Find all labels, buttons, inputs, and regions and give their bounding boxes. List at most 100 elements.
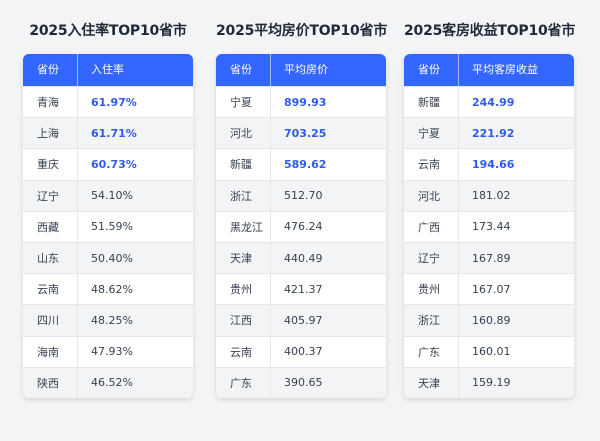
province-cell: 贵州 bbox=[216, 274, 271, 305]
table-row: 青海 61.97% bbox=[23, 86, 193, 118]
table-row: 重庆 60.73% bbox=[23, 148, 193, 180]
header-province: 省份 bbox=[216, 54, 271, 86]
header-revpar: 平均客房收益 bbox=[472, 63, 538, 76]
table-row: 广东 390.65 bbox=[216, 366, 386, 398]
province-cell: 江西 bbox=[216, 305, 271, 336]
province-cell: 广东 bbox=[216, 367, 271, 398]
table-row: 天津 440.49 bbox=[216, 241, 386, 274]
province-cell: 宁夏 bbox=[404, 118, 459, 149]
province-cell: 山东 bbox=[23, 242, 78, 274]
province-cell: 云南 bbox=[216, 336, 271, 367]
table-row: 浙江 160.89 bbox=[404, 304, 574, 336]
table-row: 广东 160.01 bbox=[404, 335, 574, 367]
table-row: 广西 173.44 bbox=[404, 210, 574, 242]
value-cell: 173.44 bbox=[472, 220, 511, 234]
province-cell: 云南 bbox=[23, 274, 78, 305]
table-row: 贵州 421.37 bbox=[216, 273, 386, 305]
value-cell: 60.73% bbox=[91, 157, 137, 171]
province-cell: 重庆 bbox=[23, 149, 78, 180]
value-cell: 51.59% bbox=[91, 220, 133, 234]
province-cell: 海南 bbox=[23, 336, 78, 367]
value-cell: 159.19 bbox=[472, 376, 511, 390]
occupancy-table: 省份 入住率 青海 61.97% 上海 61.71% 重庆 60.73% 辽宁 … bbox=[23, 54, 193, 398]
table-row: 河北 703.25 bbox=[216, 117, 386, 149]
value-cell: 46.52% bbox=[91, 376, 133, 390]
province-cell: 河北 bbox=[216, 118, 271, 149]
value-cell: 54.10% bbox=[91, 189, 133, 203]
province-cell: 辽宁 bbox=[404, 242, 459, 274]
table-row: 山东 50.40% bbox=[23, 241, 193, 274]
province-cell: 上海 bbox=[23, 118, 78, 149]
table-header: 省份 平均客房收益 bbox=[404, 54, 574, 86]
value-cell: 703.25 bbox=[284, 126, 327, 140]
province-cell: 黑龙江 bbox=[216, 211, 271, 242]
value-cell: 61.71% bbox=[91, 126, 137, 140]
province-cell: 广西 bbox=[404, 211, 459, 242]
table-header: 省份 入住率 bbox=[23, 54, 193, 86]
province-cell: 天津 bbox=[404, 367, 459, 398]
value-cell: 181.02 bbox=[472, 189, 511, 203]
value-cell: 476.24 bbox=[284, 220, 323, 234]
province-cell: 浙江 bbox=[216, 180, 271, 211]
avg-price-title: 2025平均房价TOP10省市 bbox=[216, 23, 388, 39]
value-cell: 400.37 bbox=[284, 345, 323, 359]
header-province: 省份 bbox=[23, 54, 78, 86]
table-row: 黑龙江 476.24 bbox=[216, 210, 386, 242]
value-cell: 244.99 bbox=[472, 95, 515, 109]
table-row: 西藏 51.59% bbox=[23, 210, 193, 242]
header-avg-price: 平均房价 bbox=[284, 63, 328, 76]
occupancy-block: 2025入住率TOP10省市 省份 入住率 青海 61.97% 上海 61.71… bbox=[23, 20, 193, 398]
value-cell: 421.37 bbox=[284, 282, 323, 296]
table-row: 天津 159.19 bbox=[404, 366, 574, 398]
province-cell: 贵州 bbox=[404, 274, 459, 305]
table-row: 河北 181.02 bbox=[404, 179, 574, 211]
value-cell: 440.49 bbox=[284, 251, 323, 265]
value-cell: 899.93 bbox=[284, 95, 327, 109]
province-cell: 四川 bbox=[23, 305, 78, 336]
value-cell: 167.07 bbox=[472, 282, 511, 296]
avg-price-table: 省份 平均房价 宁夏 899.93 河北 703.25 新疆 589.62 浙江… bbox=[216, 54, 386, 398]
value-cell: 48.25% bbox=[91, 313, 133, 327]
table-row: 海南 47.93% bbox=[23, 335, 193, 367]
table-row: 新疆 589.62 bbox=[216, 148, 386, 180]
province-cell: 辽宁 bbox=[23, 180, 78, 211]
table-row: 辽宁 167.89 bbox=[404, 241, 574, 274]
table-row: 辽宁 54.10% bbox=[23, 179, 193, 211]
table-row: 江西 405.97 bbox=[216, 304, 386, 336]
header-province: 省份 bbox=[404, 54, 459, 86]
header-occupancy: 入住率 bbox=[91, 63, 124, 76]
table-row: 宁夏 899.93 bbox=[216, 86, 386, 118]
value-cell: 160.89 bbox=[472, 313, 511, 327]
value-cell: 512.70 bbox=[284, 189, 323, 203]
value-cell: 194.66 bbox=[472, 157, 515, 171]
province-cell: 天津 bbox=[216, 242, 271, 274]
value-cell: 50.40% bbox=[91, 251, 133, 265]
avg-price-block: 2025平均房价TOP10省市 省份 平均房价 宁夏 899.93 河北 703… bbox=[216, 20, 388, 398]
table-row: 宁夏 221.92 bbox=[404, 117, 574, 149]
value-cell: 221.92 bbox=[472, 126, 515, 140]
table-row: 云南 194.66 bbox=[404, 148, 574, 180]
province-cell: 宁夏 bbox=[216, 87, 271, 118]
table-row: 上海 61.71% bbox=[23, 117, 193, 149]
value-cell: 160.01 bbox=[472, 345, 511, 359]
province-cell: 云南 bbox=[404, 149, 459, 180]
value-cell: 48.62% bbox=[91, 282, 133, 296]
value-cell: 61.97% bbox=[91, 95, 137, 109]
table-row: 云南 400.37 bbox=[216, 335, 386, 367]
value-cell: 405.97 bbox=[284, 313, 323, 327]
province-cell: 浙江 bbox=[404, 305, 459, 336]
province-cell: 河北 bbox=[404, 180, 459, 211]
province-cell: 广东 bbox=[404, 336, 459, 367]
table-row: 云南 48.62% bbox=[23, 273, 193, 305]
table-header: 省份 平均房价 bbox=[216, 54, 386, 86]
revpar-block: 2025客房收益TOP10省市 省份 平均客房收益 新疆 244.99 宁夏 2… bbox=[404, 20, 575, 398]
value-cell: 589.62 bbox=[284, 157, 327, 171]
province-cell: 陕西 bbox=[23, 367, 78, 398]
occupancy-title: 2025入住率TOP10省市 bbox=[29, 23, 187, 39]
value-cell: 167.89 bbox=[472, 251, 511, 265]
revpar-table: 省份 平均客房收益 新疆 244.99 宁夏 221.92 云南 194.66 … bbox=[404, 54, 574, 398]
value-cell: 390.65 bbox=[284, 376, 323, 390]
table-row: 浙江 512.70 bbox=[216, 179, 386, 211]
province-cell: 新疆 bbox=[216, 149, 271, 180]
